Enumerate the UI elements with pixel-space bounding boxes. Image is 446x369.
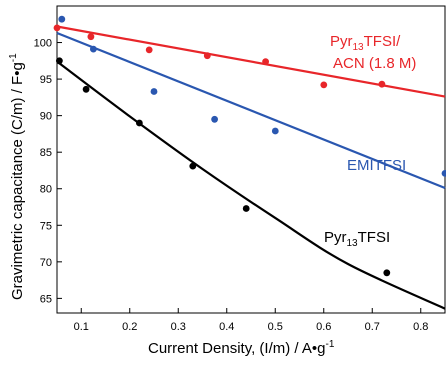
x-axis-ticks: 0.1 0.2 0.3 0.4 0.5 0.6 0.7 0.8 [74, 308, 428, 333]
y-axis-ticks: 65 70 75 80 85 90 95 100 [34, 38, 62, 305]
y-tick-label: 95 [40, 74, 52, 86]
x-tick-label: 0.8 [413, 321, 428, 333]
x-tick-label: 0.5 [268, 321, 283, 333]
x-tick-label: 0.7 [365, 321, 380, 333]
data-point-series-0-0 [53, 24, 61, 32]
x-axis-title: Current Density, (I/m) / A•g-1 [148, 339, 335, 357]
x-tick-label: 0.4 [219, 321, 234, 333]
data-point-series-0-1 [87, 33, 95, 41]
x-tick-label: 0.6 [316, 321, 331, 333]
y-tick-label: 85 [40, 147, 52, 159]
x-tick-label: 0.2 [122, 321, 137, 333]
data-point-series-0-3 [203, 52, 211, 60]
x-tick-label: 0.1 [74, 321, 89, 333]
data-point-series-2-0 [56, 57, 63, 65]
series-label-blue: EMITFSI [347, 157, 406, 174]
data-point-series-2-1 [82, 85, 90, 93]
y-tick-label: 70 [40, 257, 52, 269]
data-point-series-0-4 [262, 58, 269, 65]
data-point-series-1-0 [58, 15, 66, 23]
series-label-black: Pyr13TFSI [324, 229, 390, 249]
data-point-series-2-4 [242, 205, 250, 212]
y-tick-label: 80 [40, 184, 52, 196]
data-point-series-2-3 [189, 162, 197, 170]
data-point-series-1-2 [150, 88, 158, 95]
data-point-series-1-4 [271, 127, 279, 135]
x-tick-label: 0.3 [171, 321, 186, 333]
data-point-series-0-5 [320, 81, 328, 89]
data-point-series-1-5 [441, 170, 446, 177]
data-points [53, 15, 446, 277]
plot-frame [56, 5, 446, 314]
series-label-red-line2: ACN (1.8 M) [333, 55, 416, 72]
data-point-series-0-6 [378, 80, 386, 88]
fit-line-series-1 [56, 31, 446, 190]
y-tick-label: 90 [40, 111, 52, 123]
data-point-series-2-2 [136, 119, 143, 127]
data-point-series-2-5 [383, 269, 391, 277]
y-tick-label: 75 [40, 220, 52, 232]
data-point-series-0-2 [145, 46, 153, 54]
data-point-series-1-3 [211, 115, 219, 123]
y-tick-label: 100 [34, 38, 52, 50]
fit-line-series-2 [56, 60, 446, 310]
y-tick-label: 65 [40, 293, 52, 305]
data-point-series-1-1 [90, 45, 97, 53]
series-label-red-line1: Pyr13TFSI/ [330, 33, 401, 53]
plot-area [56, 5, 446, 314]
y-axis-title: Gravimetric capacitance (C/m) / F•g-1 [8, 53, 26, 300]
